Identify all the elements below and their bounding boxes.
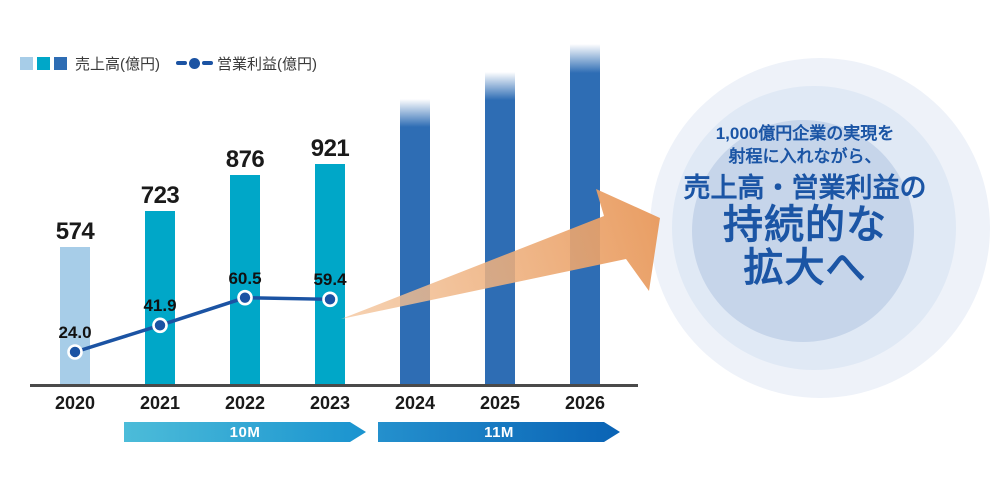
bar-value-2023: 921 [310, 135, 350, 163]
legend-swatch-cyan [37, 56, 50, 70]
x-label-2022: 2022 [224, 393, 266, 413]
x-label-2025: 2025 [479, 393, 521, 413]
bar-value-2021: 723 [140, 182, 180, 210]
profit-value-2021: 41.9 [143, 296, 177, 316]
annotation-line-2: 射程に入れながら、 [728, 146, 882, 166]
annotation-line-1: 1,000億円企業の実現を [715, 124, 895, 143]
bar-value-2022: 876 [225, 145, 265, 173]
bar-2026 [570, 44, 600, 384]
bar-2025 [485, 72, 515, 384]
profit-value-2022: 60.5 [228, 268, 262, 288]
period-band-10m: 10M [124, 422, 366, 442]
legend-swatch-dark-blue [54, 56, 67, 70]
x-label-2023: 2023 [309, 393, 351, 413]
annotation-line-4: 持続的な [723, 203, 887, 248]
x-label-2026: 2026 [564, 393, 606, 413]
dash-icon [202, 61, 213, 65]
x-label-2020: 2020 [54, 393, 96, 413]
annotation-line-5: 拡大へ [743, 246, 867, 291]
annotation-text: 1,000億円企業の実現を 射程に入れながら、 売上高・営業利益の 持続的な 拡… [655, 123, 955, 291]
legend-sales-label: 売上高(億円) [75, 55, 160, 73]
bar-value-2020: 574 [55, 218, 95, 245]
bar-2020 [60, 247, 90, 384]
x-label-2021: 2021 [139, 393, 181, 413]
x-axis-line [30, 384, 638, 387]
legend-line-marker-icon [176, 57, 213, 69]
x-label-2024: 2024 [394, 393, 436, 413]
profit-value-2023: 59.4 [313, 270, 347, 290]
legend-profit-label: 営業利益(億円) [217, 55, 317, 73]
legend: 売上高(億円) 営業利益(億円) [20, 54, 317, 73]
annotation-line-3: 売上高・営業利益の [683, 173, 927, 204]
legend-swatch-light-blue [20, 56, 33, 70]
annotation-ring-inner [692, 120, 914, 342]
period-band-11m: 11M [378, 422, 620, 442]
dot-icon [189, 57, 200, 69]
dash-icon [176, 61, 187, 65]
profit-value-2020: 24.0 [58, 322, 92, 342]
bar-2024 [400, 99, 430, 384]
